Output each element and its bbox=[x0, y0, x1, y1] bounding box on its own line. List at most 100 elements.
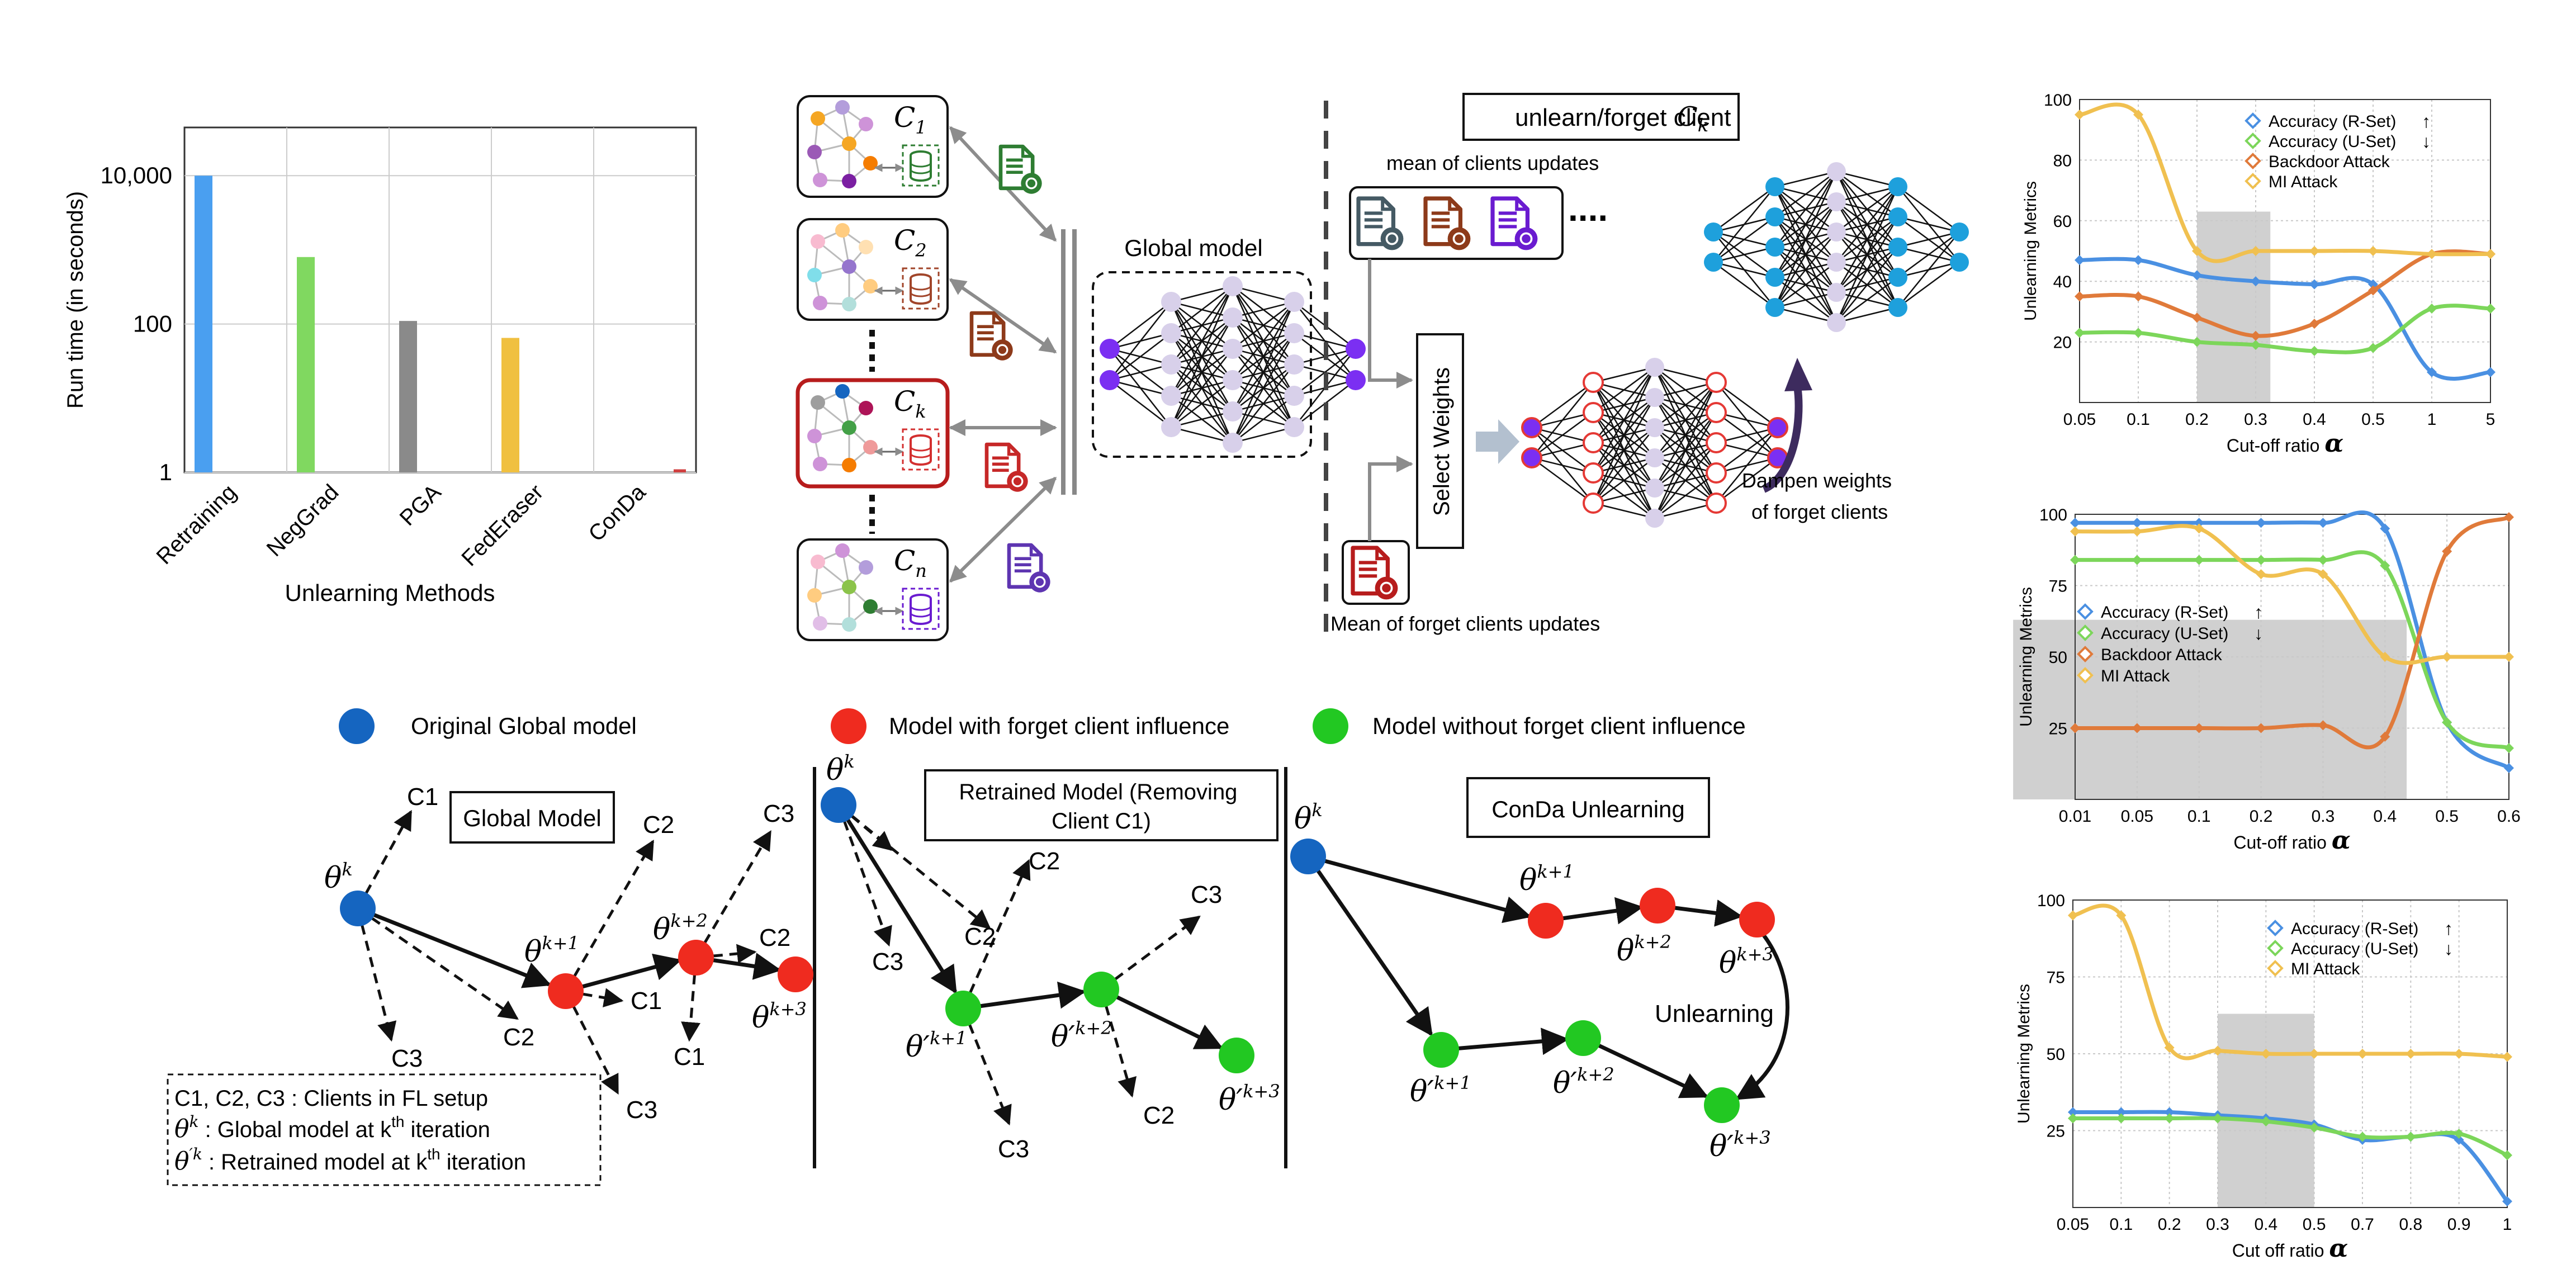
line-y-tick: 20 bbox=[2053, 334, 2072, 352]
selected-range-shade bbox=[2197, 211, 2271, 402]
model-step-arrow bbox=[357, 906, 552, 988]
client-arrow-label: C3 bbox=[763, 800, 794, 827]
series-point bbox=[2309, 1049, 2319, 1059]
line-x-tick: 0.7 bbox=[2351, 1215, 2374, 1234]
theta-label: θ′k+1 bbox=[906, 1027, 967, 1064]
bar-x-label: FedEraser bbox=[457, 480, 548, 571]
client-update-arrow bbox=[1100, 915, 1201, 991]
series-point bbox=[2075, 328, 2085, 338]
global-model-title: Global Model bbox=[463, 805, 601, 831]
theta-label: θk bbox=[826, 751, 855, 787]
model-step-arrow bbox=[837, 804, 957, 995]
series-point bbox=[2192, 312, 2202, 323]
series-point bbox=[2192, 246, 2202, 256]
line-x-tick: 0.4 bbox=[2303, 410, 2326, 429]
series-point bbox=[2261, 1049, 2271, 1059]
bar-y-tick: 100 bbox=[133, 311, 172, 337]
line-y-tick: 40 bbox=[2053, 273, 2072, 291]
client-arrow-label: C2 bbox=[643, 811, 674, 839]
series-point bbox=[2132, 555, 2142, 565]
line-x-tick: 0.05 bbox=[2063, 410, 2096, 429]
series-point bbox=[2194, 723, 2204, 733]
series-point bbox=[2318, 569, 2328, 580]
model-step-arrow bbox=[1308, 854, 1532, 924]
retrained-model-node bbox=[945, 991, 981, 1026]
line-y-tick: 25 bbox=[2049, 720, 2067, 738]
series-point bbox=[2368, 246, 2378, 256]
line-x-tick: 0.5 bbox=[2361, 410, 2385, 429]
global-model-label: Global model bbox=[1124, 235, 1262, 261]
svg-text:unlearn/forget client: unlearn/forget client bbox=[1515, 104, 1731, 131]
series-name: MI Attack bbox=[2269, 173, 2338, 191]
mean-update-icon bbox=[1356, 196, 1404, 250]
line-y-axis-label: Unlearning Metrics bbox=[2021, 181, 2040, 321]
theta-label: θk+3 bbox=[1719, 944, 1774, 980]
client-update-arrow bbox=[1100, 989, 1137, 1098]
client-update-arrow bbox=[681, 957, 701, 1042]
line-x-tick: 0.05 bbox=[2057, 1215, 2089, 1234]
legend-marker bbox=[2244, 112, 2261, 129]
bar-x-axis-label: Unlearning Methods bbox=[285, 580, 495, 606]
line-x-tick: 0.6 bbox=[2497, 807, 2521, 826]
legend-item: Model with forget client influence bbox=[831, 708, 1229, 744]
line-x-tick: 0.5 bbox=[2303, 1215, 2326, 1234]
client-arrow-label: C2 bbox=[964, 923, 996, 950]
line-x-tick: 0.3 bbox=[2206, 1215, 2229, 1234]
series-point bbox=[2442, 652, 2452, 662]
theta-label: θk+2 bbox=[653, 910, 708, 946]
client-update-arrow bbox=[962, 1008, 1012, 1126]
forget-client-update-icon bbox=[984, 442, 1028, 492]
series-point bbox=[2485, 249, 2496, 259]
series-point bbox=[2068, 1113, 2078, 1124]
mean-update-icon bbox=[1423, 196, 1471, 250]
bar-y-axis-label: Run time (in seconds) bbox=[63, 191, 88, 409]
line-x-tick: 0.1 bbox=[2127, 410, 2150, 429]
line-y-tick: 100 bbox=[2037, 892, 2065, 910]
client-arrow-label: C3 bbox=[626, 1096, 657, 1124]
select-weights-box bbox=[1416, 333, 1464, 549]
theta-label: θk+2 bbox=[1617, 931, 1671, 968]
mean-clients-label: mean of clients updates bbox=[1386, 151, 1599, 174]
client-arrow-label: C3 bbox=[998, 1135, 1029, 1163]
client-arrow-label: C3 bbox=[1191, 881, 1222, 908]
legend-marker bbox=[2077, 646, 2094, 662]
series-point bbox=[2380, 523, 2390, 534]
client-link bbox=[949, 476, 1057, 583]
line-y-tick: 75 bbox=[2049, 577, 2067, 596]
line-y-tick: 50 bbox=[2047, 1045, 2065, 1064]
line-x-tick: 0.2 bbox=[2158, 1215, 2181, 1234]
series-point bbox=[2116, 910, 2127, 921]
legend-item: Model without forget client influence bbox=[1313, 708, 1746, 744]
series-point bbox=[2502, 1150, 2512, 1161]
line-x-tick: 0.01 bbox=[2059, 807, 2091, 826]
line-y-tick: 25 bbox=[2047, 1123, 2065, 1141]
line-y-tick: 75 bbox=[2047, 969, 2065, 987]
unlearn-client-var: Ck bbox=[1677, 101, 1708, 136]
series-point bbox=[2133, 110, 2143, 120]
note-clients: C1, C2, C3 : Clients in FL setup bbox=[174, 1086, 488, 1111]
series-point bbox=[2194, 518, 2204, 528]
retrained-model-title: Retrained Model (Removing Client C1) bbox=[959, 780, 1243, 834]
line-x-tick: 0.1 bbox=[2109, 1215, 2133, 1234]
series-name: Accuracy (R-Set) bbox=[2269, 112, 2396, 131]
client-arrow-label: C2 bbox=[759, 924, 790, 951]
series-point bbox=[2194, 523, 2204, 534]
line-x-tick: 0.5 bbox=[2435, 807, 2459, 826]
line-x-tick: 1 bbox=[2427, 410, 2437, 429]
series-name: Accuracy (U-Set) bbox=[2101, 624, 2228, 643]
series-point bbox=[2068, 910, 2078, 921]
series-name: Accuracy (U-Set) bbox=[2269, 132, 2396, 151]
theta-label: θ′k+1 bbox=[1410, 1072, 1471, 1109]
client-box-c1: C1 bbox=[797, 95, 949, 198]
series-point bbox=[2164, 1113, 2175, 1124]
series-point bbox=[2192, 270, 2202, 281]
client2-update-icon bbox=[969, 311, 1013, 361]
line-x-tick: 0.1 bbox=[2187, 807, 2211, 826]
forget-influenced-model-node bbox=[778, 956, 813, 992]
clientn-update-icon bbox=[1007, 543, 1050, 593]
series-point bbox=[2309, 246, 2319, 256]
line-x-tick: 0.4 bbox=[2254, 1215, 2277, 1234]
series-point bbox=[2070, 526, 2080, 537]
client-link bbox=[949, 278, 1057, 354]
